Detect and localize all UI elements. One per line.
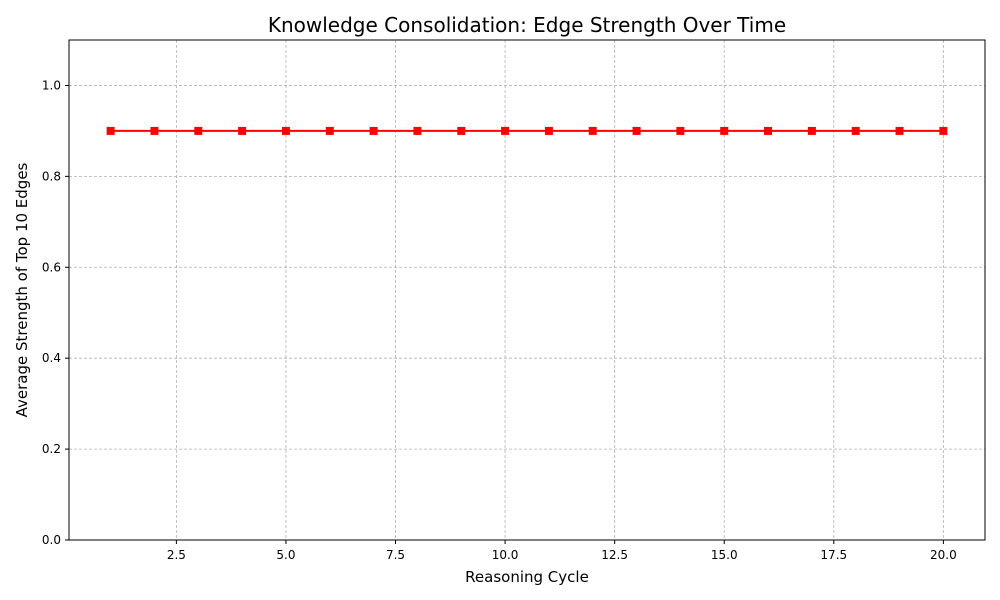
data-point [150,126,159,135]
data-point [764,126,773,135]
x-tick-label: 12.5 [601,548,628,562]
data-point [369,126,378,135]
x-tick-label: 17.5 [820,548,847,562]
y-tick-label: 0.8 [42,169,61,183]
data-point [194,126,203,135]
data-point [544,126,553,135]
data-point [325,126,334,135]
data-point [676,126,685,135]
data-point [281,126,290,135]
x-tick-label: 20.0 [930,548,957,562]
data-point [851,126,860,135]
data-point [501,126,510,135]
grid [69,40,985,541]
data-point [632,126,641,135]
data-point [720,126,729,135]
y-tick-label: 0.2 [42,442,61,456]
data-point [413,126,422,135]
y-tick-label: 0.4 [42,351,61,365]
plot-frame [68,39,986,541]
x-tick-label: 15.0 [711,548,738,562]
x-axis-ticks: 2.5 5.0 7.5 10.0 12.5 15.0 17.5 20.0 [167,540,957,562]
data-point [238,126,247,135]
data-point [457,126,466,135]
y-axis-ticks: 0.0 0.2 0.4 0.6 0.8 1.0 [42,78,69,547]
data-point [106,126,115,135]
data-point [895,126,904,135]
y-tick-label: 1.0 [42,78,61,92]
y-tick-label: 0.0 [42,533,61,547]
series-layer [106,126,948,135]
data-point [807,126,816,135]
x-tick-label: 2.5 [167,548,186,562]
chart-title: Knowledge Consolidation: Edge Strength O… [268,13,786,37]
x-tick-label: 5.0 [276,548,295,562]
y-tick-label: 0.6 [42,260,61,274]
data-point [939,126,948,135]
data-point [588,126,597,135]
x-tick-label: 7.5 [386,548,405,562]
y-axis-label: Average Strength of Top 10 Edges [13,162,31,417]
x-tick-label: 10.0 [492,548,519,562]
x-axis-label: Reasoning Cycle [465,568,589,586]
